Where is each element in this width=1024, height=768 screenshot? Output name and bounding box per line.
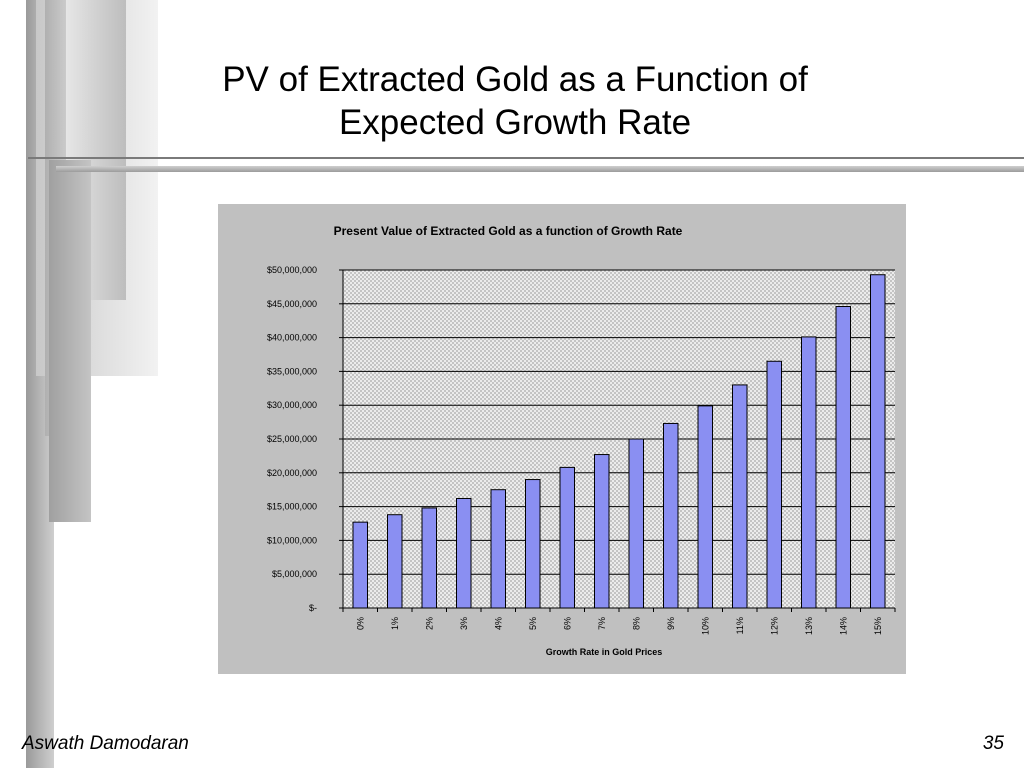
axes	[339, 269, 896, 612]
slide-title-line-2: Expected Growth Rate	[338, 103, 692, 142]
bar-9pct	[663, 422, 679, 609]
y-tick-label: $20,000,000	[267, 468, 317, 478]
x-tick-label: 11%	[735, 617, 745, 634]
bar-chart: Present Value of Extracted Gold as a fun…	[218, 204, 906, 674]
bar-chart-svg: Present Value of Extracted Gold as a fun…	[218, 204, 906, 674]
bar-2pct	[421, 507, 437, 609]
y-tick-label: $45,000,000	[267, 299, 317, 309]
slide-title: PV of Extracted Gold as a Function of Ex…	[120, 58, 910, 144]
bar-5pct	[525, 479, 541, 609]
y-tick-label: $5,000,000	[272, 569, 317, 579]
bar-3pct	[456, 497, 472, 609]
bar-4pct	[490, 489, 506, 609]
bar-8pct	[628, 438, 644, 609]
y-tick-label: $-	[309, 603, 317, 613]
bar-1pct	[387, 514, 403, 609]
slide-title-line-1: PV of Extracted Gold as a Function of	[222, 60, 808, 99]
y-tick-label: $15,000,000	[267, 502, 317, 512]
footer-author: Aswath Damodaran	[22, 733, 189, 754]
bar-7pct	[594, 454, 610, 609]
x-tick-label: 8%	[631, 617, 641, 630]
decor-bar-5	[49, 160, 91, 522]
x-tick-label: 13%	[804, 617, 814, 635]
bar-10pct	[697, 405, 713, 609]
x-tick-label: 10%	[700, 617, 710, 635]
x-tick-label: 2%	[424, 617, 434, 630]
x-tick-label: 6%	[562, 617, 572, 630]
x-tick-label: 12%	[769, 617, 779, 635]
x-tick-label: 5%	[528, 617, 538, 630]
x-tick-label: 0%	[355, 617, 365, 630]
y-tick-label: $30,000,000	[267, 400, 317, 410]
y-tick-label: $40,000,000	[267, 333, 317, 343]
y-tick-label: $25,000,000	[267, 434, 317, 444]
x-tick-label: 9%	[666, 617, 676, 630]
x-tick-label: 7%	[597, 617, 607, 630]
page-number: 35	[982, 733, 1004, 754]
x-axis-title: Growth Rate in Gold Prices	[546, 647, 663, 657]
y-tick-label: $35,000,000	[267, 366, 317, 376]
bar-13pct	[801, 336, 817, 609]
bar-11pct	[732, 384, 748, 609]
bar-6pct	[559, 466, 575, 609]
y-tick-labels: $- $5,000,000 $10,000,000 $15,000,000 $20,00…	[267, 265, 317, 613]
x-tick-label: 4%	[493, 617, 503, 630]
x-tick-label: 14%	[838, 617, 848, 635]
x-tick-label: 15%	[873, 617, 883, 635]
title-rule-dark	[28, 157, 1024, 159]
x-tick-label: 3%	[459, 617, 469, 630]
bars	[352, 274, 886, 609]
title-rule-light	[56, 166, 1024, 172]
bar-15pct	[870, 274, 886, 609]
bar-0pct	[352, 521, 368, 609]
y-tick-label: $50,000,000	[267, 265, 317, 275]
x-tick-label: 1%	[390, 617, 400, 630]
bar-12pct	[766, 360, 782, 609]
bar-14pct	[835, 306, 851, 609]
x-tick-labels: 0% 1% 2% 3% 4% 5% 6% 7% 8% 9% 10% 11% 12% 13% 14% 15%	[355, 617, 883, 635]
chart-title: Present Value of Extracted Gold as a fun…	[334, 224, 683, 238]
y-tick-label: $10,000,000	[267, 535, 317, 545]
